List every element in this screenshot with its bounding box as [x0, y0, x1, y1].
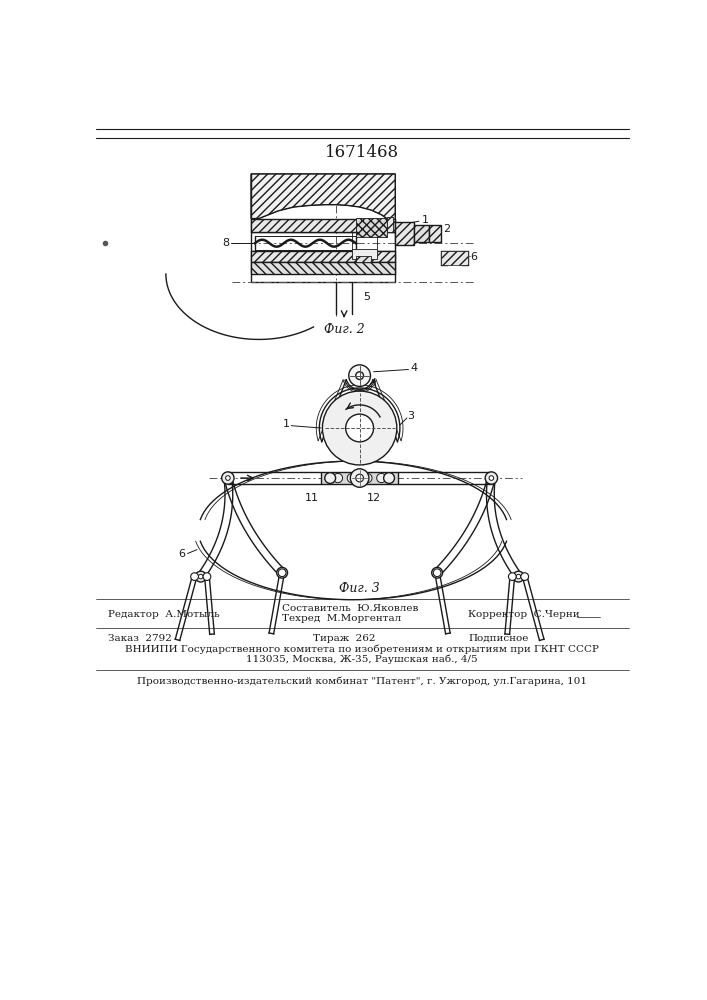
Polygon shape	[251, 251, 395, 262]
Circle shape	[516, 574, 521, 579]
Circle shape	[199, 574, 203, 579]
Bar	[321, 472, 398, 484]
Bar	[441, 251, 468, 265]
Text: 12: 12	[366, 493, 380, 503]
Circle shape	[508, 573, 516, 580]
Circle shape	[276, 567, 288, 578]
Text: 6: 6	[470, 252, 477, 262]
Circle shape	[346, 414, 373, 442]
Text: 1: 1	[395, 215, 428, 225]
Bar	[395, 222, 414, 245]
Circle shape	[485, 472, 498, 484]
Text: 9: 9	[381, 252, 388, 262]
Text: 1: 1	[283, 419, 290, 429]
Text: 8: 8	[222, 238, 230, 248]
Text: Техред  М.Моргентал: Техред М.Моргентал	[282, 614, 402, 623]
Text: Подписное: Подписное	[468, 634, 529, 643]
Bar	[352, 249, 377, 259]
Circle shape	[356, 372, 363, 379]
Text: Фиг. 2: Фиг. 2	[324, 323, 365, 336]
Circle shape	[351, 469, 369, 487]
Polygon shape	[251, 174, 395, 232]
Circle shape	[489, 476, 493, 480]
Bar	[387, 217, 393, 232]
Bar	[356, 256, 371, 262]
Polygon shape	[251, 219, 395, 232]
Text: 1671468: 1671468	[325, 144, 399, 161]
Polygon shape	[251, 262, 395, 274]
Circle shape	[384, 473, 395, 483]
Text: 2: 2	[429, 224, 450, 234]
Bar	[356, 218, 387, 237]
Bar	[414, 225, 429, 242]
Circle shape	[356, 474, 363, 482]
Circle shape	[279, 569, 286, 577]
Circle shape	[349, 365, 370, 386]
Text: ВНИИПИ Государственного комитета по изобретениям и открытиям при ГКНТ СССР: ВНИИПИ Государственного комитета по изоб…	[125, 644, 599, 654]
Circle shape	[377, 473, 386, 483]
Circle shape	[325, 473, 336, 483]
Circle shape	[280, 570, 284, 575]
Text: Тираж  262: Тираж 262	[313, 634, 375, 643]
Circle shape	[203, 573, 211, 580]
Circle shape	[222, 472, 234, 484]
Circle shape	[432, 567, 443, 578]
Text: 11: 11	[305, 493, 319, 503]
Circle shape	[513, 571, 524, 582]
Text: 4: 4	[410, 363, 417, 373]
Text: 3: 3	[408, 411, 415, 421]
Text: Редактор  А.Мотыль: Редактор А.Мотыль	[107, 610, 219, 619]
Text: 5: 5	[363, 292, 370, 302]
Text: Корректор  С.Черни: Корректор С.Черни	[468, 610, 580, 619]
Circle shape	[322, 391, 397, 465]
Text: 10: 10	[387, 227, 436, 237]
Circle shape	[433, 569, 441, 577]
Circle shape	[333, 473, 343, 483]
Circle shape	[226, 476, 230, 480]
Circle shape	[191, 573, 199, 580]
Circle shape	[195, 571, 206, 582]
Text: Заказ  2792: Заказ 2792	[107, 634, 172, 643]
Text: Производственно-издательский комбинат "Патент", г. Ужгород, ул.Гагарина, 101: Производственно-издательский комбинат "П…	[137, 677, 587, 686]
Circle shape	[435, 570, 440, 575]
Text: 113035, Москва, Ж-35, Раушская наб., 4/5: 113035, Москва, Ж-35, Раушская наб., 4/5	[246, 654, 478, 664]
Text: 6: 6	[178, 549, 185, 559]
Bar	[429, 225, 441, 242]
Circle shape	[363, 473, 372, 483]
Circle shape	[347, 473, 356, 483]
Text: Фиг. 3: Фиг. 3	[339, 582, 380, 595]
Text: Составитель  Ю.Яковлев: Составитель Ю.Яковлев	[282, 604, 419, 613]
Circle shape	[521, 573, 529, 580]
